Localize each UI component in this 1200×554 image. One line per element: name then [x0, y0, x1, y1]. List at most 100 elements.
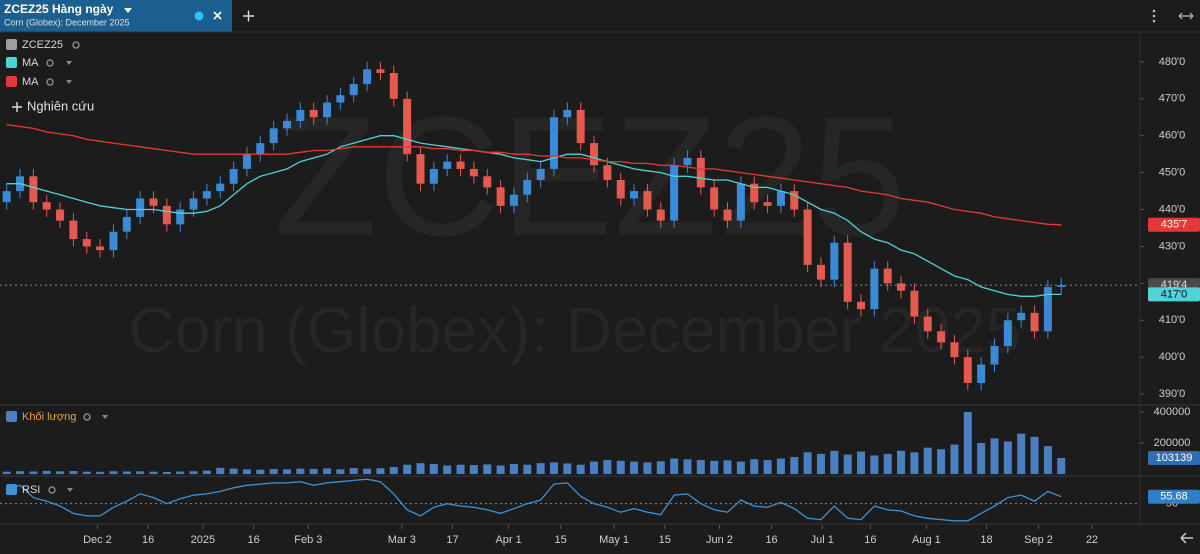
volume-bar — [830, 450, 839, 474]
expand-icon[interactable] — [1178, 12, 1194, 20]
settings-icon[interactable] — [72, 41, 80, 49]
legend-caret[interactable] — [66, 61, 72, 65]
x-tick-label: 15 — [659, 534, 671, 546]
candle-body — [723, 209, 732, 221]
x-tick-label: 15 — [555, 534, 567, 546]
volume-bar — [803, 452, 812, 474]
settings-icon[interactable] — [83, 413, 91, 421]
legend-caret[interactable] — [102, 415, 108, 419]
legend-label: MA — [22, 76, 39, 88]
y-tick-label: 200000 — [1154, 437, 1191, 449]
volume-bar — [1003, 441, 1012, 474]
settings-icon[interactable] — [46, 59, 54, 67]
legend-swatch[interactable] — [6, 76, 17, 87]
y-tick-label: 460'0 — [1159, 130, 1186, 142]
candle-body — [1057, 285, 1066, 288]
price-badge — [1148, 287, 1200, 302]
candle-body — [950, 342, 959, 358]
x-tick-label: 16 — [248, 534, 260, 546]
volume-bar — [656, 461, 665, 474]
study-button[interactable]: Nghiên cứu — [27, 98, 94, 113]
settings-icon[interactable] — [48, 486, 56, 494]
candle-body — [336, 95, 345, 103]
volume-bar — [269, 469, 278, 474]
candle-body — [42, 202, 51, 210]
legend-caret[interactable] — [66, 80, 72, 84]
candle-body — [323, 102, 332, 118]
settings-icon[interactable] — [46, 78, 54, 86]
volume-bar — [870, 455, 879, 474]
volume-bar — [216, 467, 225, 474]
menu-icon[interactable] — [1152, 9, 1156, 23]
legend-swatch[interactable] — [6, 39, 17, 50]
y-tick-label: 430'0 — [1159, 240, 1186, 252]
candle-body — [469, 168, 478, 177]
candle-body — [536, 168, 545, 181]
tab[interactable] — [0, 0, 232, 32]
add-tab[interactable] — [243, 10, 254, 22]
x-tick-label: Apr 1 — [495, 534, 521, 546]
candle-body — [349, 84, 358, 96]
volume-bar — [496, 465, 505, 474]
volume-bar — [963, 411, 972, 474]
y-tick-label: 440'0 — [1159, 203, 1186, 215]
volume-bar — [403, 464, 412, 474]
x-tick-label: 16 — [142, 534, 154, 546]
candle-body — [96, 246, 105, 251]
legend-label: Khối lượng — [22, 411, 76, 423]
candle-body — [416, 154, 425, 184]
volume-bar — [910, 452, 919, 474]
volume-bar — [109, 471, 118, 474]
volume-bar — [923, 447, 932, 474]
candle-body — [509, 194, 518, 206]
y-tick-label: 410'0 — [1159, 314, 1186, 326]
y-tick-label: 470'0 — [1159, 93, 1186, 105]
candle-body — [630, 191, 639, 199]
candle-body — [603, 165, 612, 181]
candle-body — [776, 191, 785, 206]
candle-body — [590, 143, 599, 166]
volume-bar — [323, 468, 332, 474]
candle-body — [857, 301, 866, 310]
watermark-symbol: ZCEZ25 — [274, 82, 907, 272]
legend-caret[interactable] — [67, 488, 73, 492]
legend-swatch[interactable] — [6, 484, 17, 495]
volume-bar — [509, 463, 518, 474]
volume-bar — [897, 450, 906, 474]
volume-bar — [523, 464, 532, 474]
candle-body — [69, 220, 78, 240]
candle-body — [389, 73, 398, 99]
volume-bar — [790, 456, 799, 474]
candle-body — [883, 268, 892, 284]
y-tick-label: 400000 — [1154, 406, 1191, 418]
volume-bar — [82, 471, 91, 474]
candle-body — [229, 168, 238, 184]
candle-body — [443, 161, 452, 169]
candle-body — [763, 202, 772, 206]
candle-body — [109, 231, 118, 251]
study-plus[interactable] — [12, 102, 22, 112]
candle-body — [483, 176, 492, 188]
volume-bar — [389, 467, 398, 474]
candle-body — [309, 109, 318, 118]
candle-body — [1030, 312, 1039, 332]
y-tick-label: 450'0 — [1159, 167, 1186, 179]
tab-caret[interactable] — [124, 8, 132, 13]
candle-body — [269, 128, 278, 144]
legend-swatch[interactable] — [6, 411, 17, 422]
candle-body — [937, 331, 946, 343]
candle-body — [563, 109, 572, 118]
legend-swatch[interactable] — [6, 57, 17, 68]
volume-bar — [710, 460, 719, 474]
volume-bar — [670, 458, 679, 474]
candle-body — [897, 283, 906, 291]
volume-bar — [1030, 436, 1039, 474]
scroll-back[interactable] — [1180, 532, 1193, 544]
volume-bar — [309, 468, 318, 474]
volume-bar — [883, 453, 892, 474]
volume-bar — [69, 471, 78, 474]
volume-bar — [96, 471, 105, 474]
tab-close[interactable] — [213, 11, 222, 20]
